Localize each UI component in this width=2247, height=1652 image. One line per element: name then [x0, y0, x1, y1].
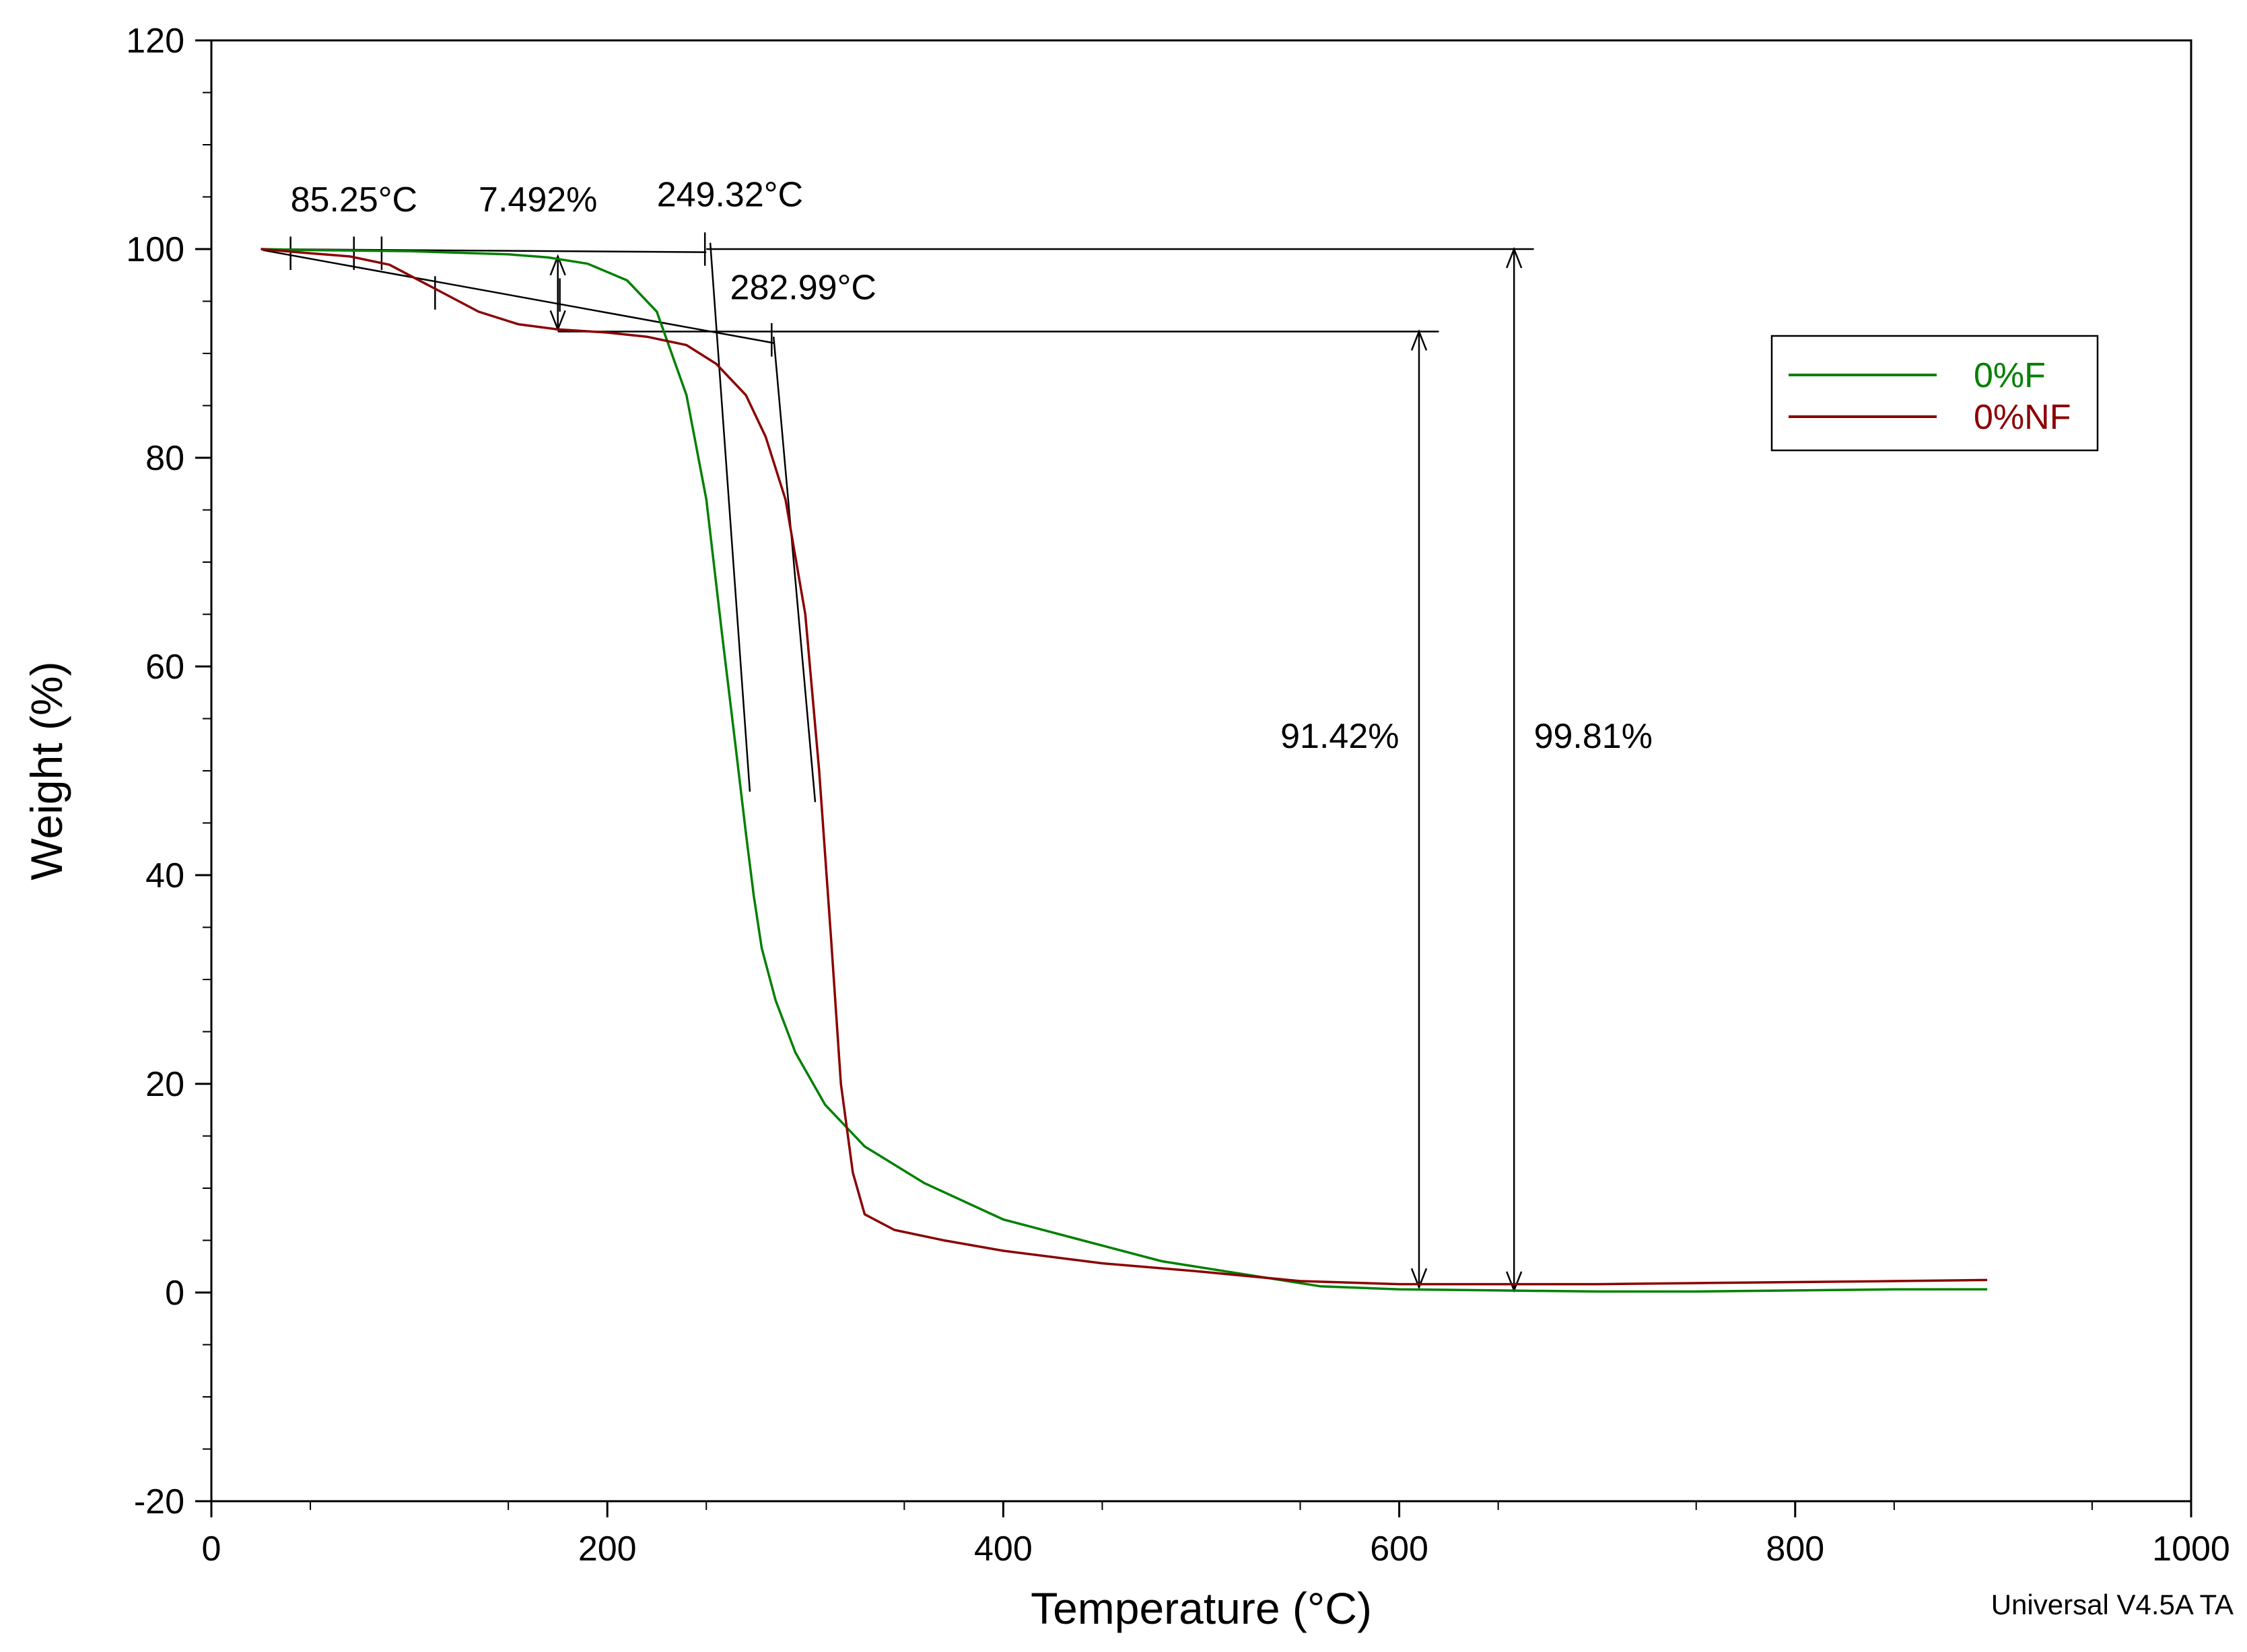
y-tick-label: -20	[134, 1482, 184, 1521]
x-axis-title: Temperature (°C)	[1031, 1583, 1372, 1633]
annotation-label: 85.25°C	[291, 180, 417, 219]
series-line-0pct-nf	[261, 248, 1988, 1286]
series-line-0pct-f	[261, 248, 1988, 1293]
software-footer: Universal V4.5A TA	[1991, 1589, 2234, 1620]
y-tick-label: 80	[145, 439, 184, 478]
y-tick-label: 40	[145, 856, 184, 895]
annotation-label: 249.32°C	[657, 175, 803, 214]
onset-tangent-green	[709, 242, 751, 792]
onset-baseline-red	[263, 249, 774, 344]
annotation-label: 7.492%	[479, 180, 597, 219]
annotation-label: 99.81%	[1534, 717, 1653, 756]
y-tick-label: 60	[145, 648, 184, 687]
step-arrow-7492-head-top	[549, 254, 566, 276]
x-tick-label: 600	[1370, 1529, 1428, 1569]
step-arrow-9981-head-top	[1506, 246, 1523, 269]
y-tick-label: 120	[126, 22, 184, 61]
step-arrow-9142-head-bottom	[1410, 1268, 1428, 1290]
x-tick-label: 200	[578, 1529, 637, 1569]
y-tick-label: 0	[165, 1274, 184, 1313]
x-tick-label: 400	[974, 1529, 1033, 1569]
y-tick-label: 100	[126, 230, 184, 269]
y-tick-label: 20	[145, 1065, 184, 1104]
annotation-label: 91.42%	[1280, 717, 1399, 756]
legend-box	[1770, 335, 2099, 452]
x-tick-label: 1000	[2152, 1529, 2230, 1569]
legend-label: 0%F	[1974, 356, 2046, 395]
legend-label: 0%NF	[1974, 398, 2071, 437]
x-tick-label: 0	[202, 1529, 221, 1569]
y-axis-title: Weight (%)	[22, 661, 71, 880]
x-tick-label: 800	[1766, 1529, 1824, 1569]
step-arrow-9142-head-top	[1410, 329, 1428, 351]
onset-tangent-red	[772, 337, 817, 802]
annotation-label: 282.99°C	[730, 268, 876, 307]
